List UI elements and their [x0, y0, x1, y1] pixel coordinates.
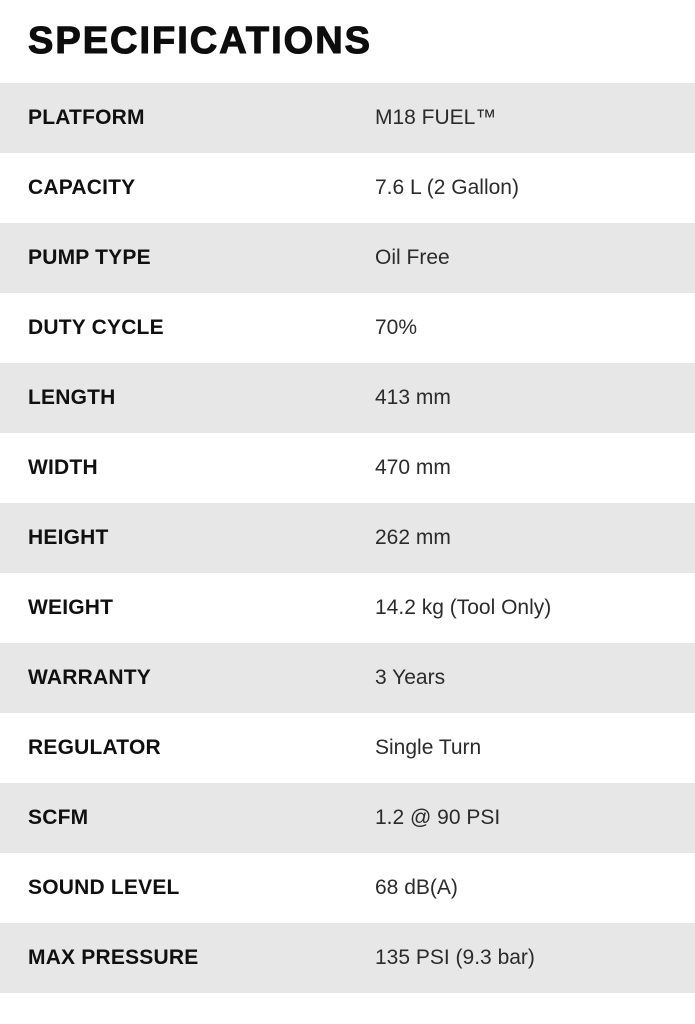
- spec-label: HEIGHT: [28, 526, 109, 549]
- spec-label: SOUND LEVEL: [28, 876, 180, 899]
- spec-value: 470 mm: [375, 456, 451, 479]
- spec-value: 68 dB(A): [375, 876, 458, 899]
- spec-value: Single Turn: [375, 736, 482, 759]
- spec-label: CAPACITY: [28, 176, 136, 199]
- spec-row: SCFM 1.2 @ 90 PSI: [0, 783, 695, 853]
- spec-row: REGULATOR Single Turn: [0, 713, 695, 783]
- spec-row: LENGTH 413 mm: [0, 363, 695, 433]
- spec-table: PLATFORM M18 FUEL™ CAPACITY 7.6 L (2 Gal…: [0, 83, 695, 993]
- spec-value: M18 FUEL™: [375, 106, 497, 129]
- spec-value: Oil Free: [375, 246, 450, 269]
- spec-value: 1.2 @ 90 PSI: [375, 806, 501, 829]
- spec-value: 413 mm: [375, 386, 451, 409]
- spec-row: WARRANTY 3 Years: [0, 643, 695, 713]
- spec-row: DUTY CYCLE 70%: [0, 293, 695, 363]
- spec-row: WEIGHT 14.2 kg (Tool Only): [0, 573, 695, 643]
- spec-label: DUTY CYCLE: [28, 316, 164, 339]
- spec-value: 14.2 kg (Tool Only): [375, 596, 552, 619]
- spec-label: PUMP TYPE: [28, 246, 151, 269]
- spec-row: SOUND LEVEL 68 dB(A): [0, 853, 695, 923]
- spec-row: WIDTH 470 mm: [0, 433, 695, 503]
- spec-row: MAX PRESSURE 135 PSI (9.3 bar): [0, 923, 695, 993]
- spec-label: PLATFORM: [28, 106, 145, 129]
- page-title: SPECIFICATIONS: [27, 20, 372, 62]
- spec-value: 135 PSI (9.3 bar): [375, 946, 535, 969]
- spec-row: HEIGHT 262 mm: [0, 503, 695, 573]
- spec-row: PUMP TYPE Oil Free: [0, 223, 695, 293]
- spec-label: LENGTH: [28, 386, 116, 409]
- spec-value: 70%: [375, 316, 418, 339]
- spec-value: 262 mm: [375, 526, 451, 549]
- spec-value: 3 Years: [375, 666, 446, 689]
- spec-label: WEIGHT: [28, 596, 114, 619]
- spec-label: REGULATOR: [28, 736, 161, 759]
- spec-row: CAPACITY 7.6 L (2 Gallon): [0, 153, 695, 223]
- spec-label: SCFM: [28, 806, 89, 829]
- spec-value: 7.6 L (2 Gallon): [375, 176, 519, 199]
- spec-label: WARRANTY: [28, 666, 151, 689]
- spec-label: WIDTH: [28, 456, 98, 479]
- spec-label: MAX PRESSURE: [28, 946, 199, 969]
- spec-row: PLATFORM M18 FUEL™: [0, 83, 695, 153]
